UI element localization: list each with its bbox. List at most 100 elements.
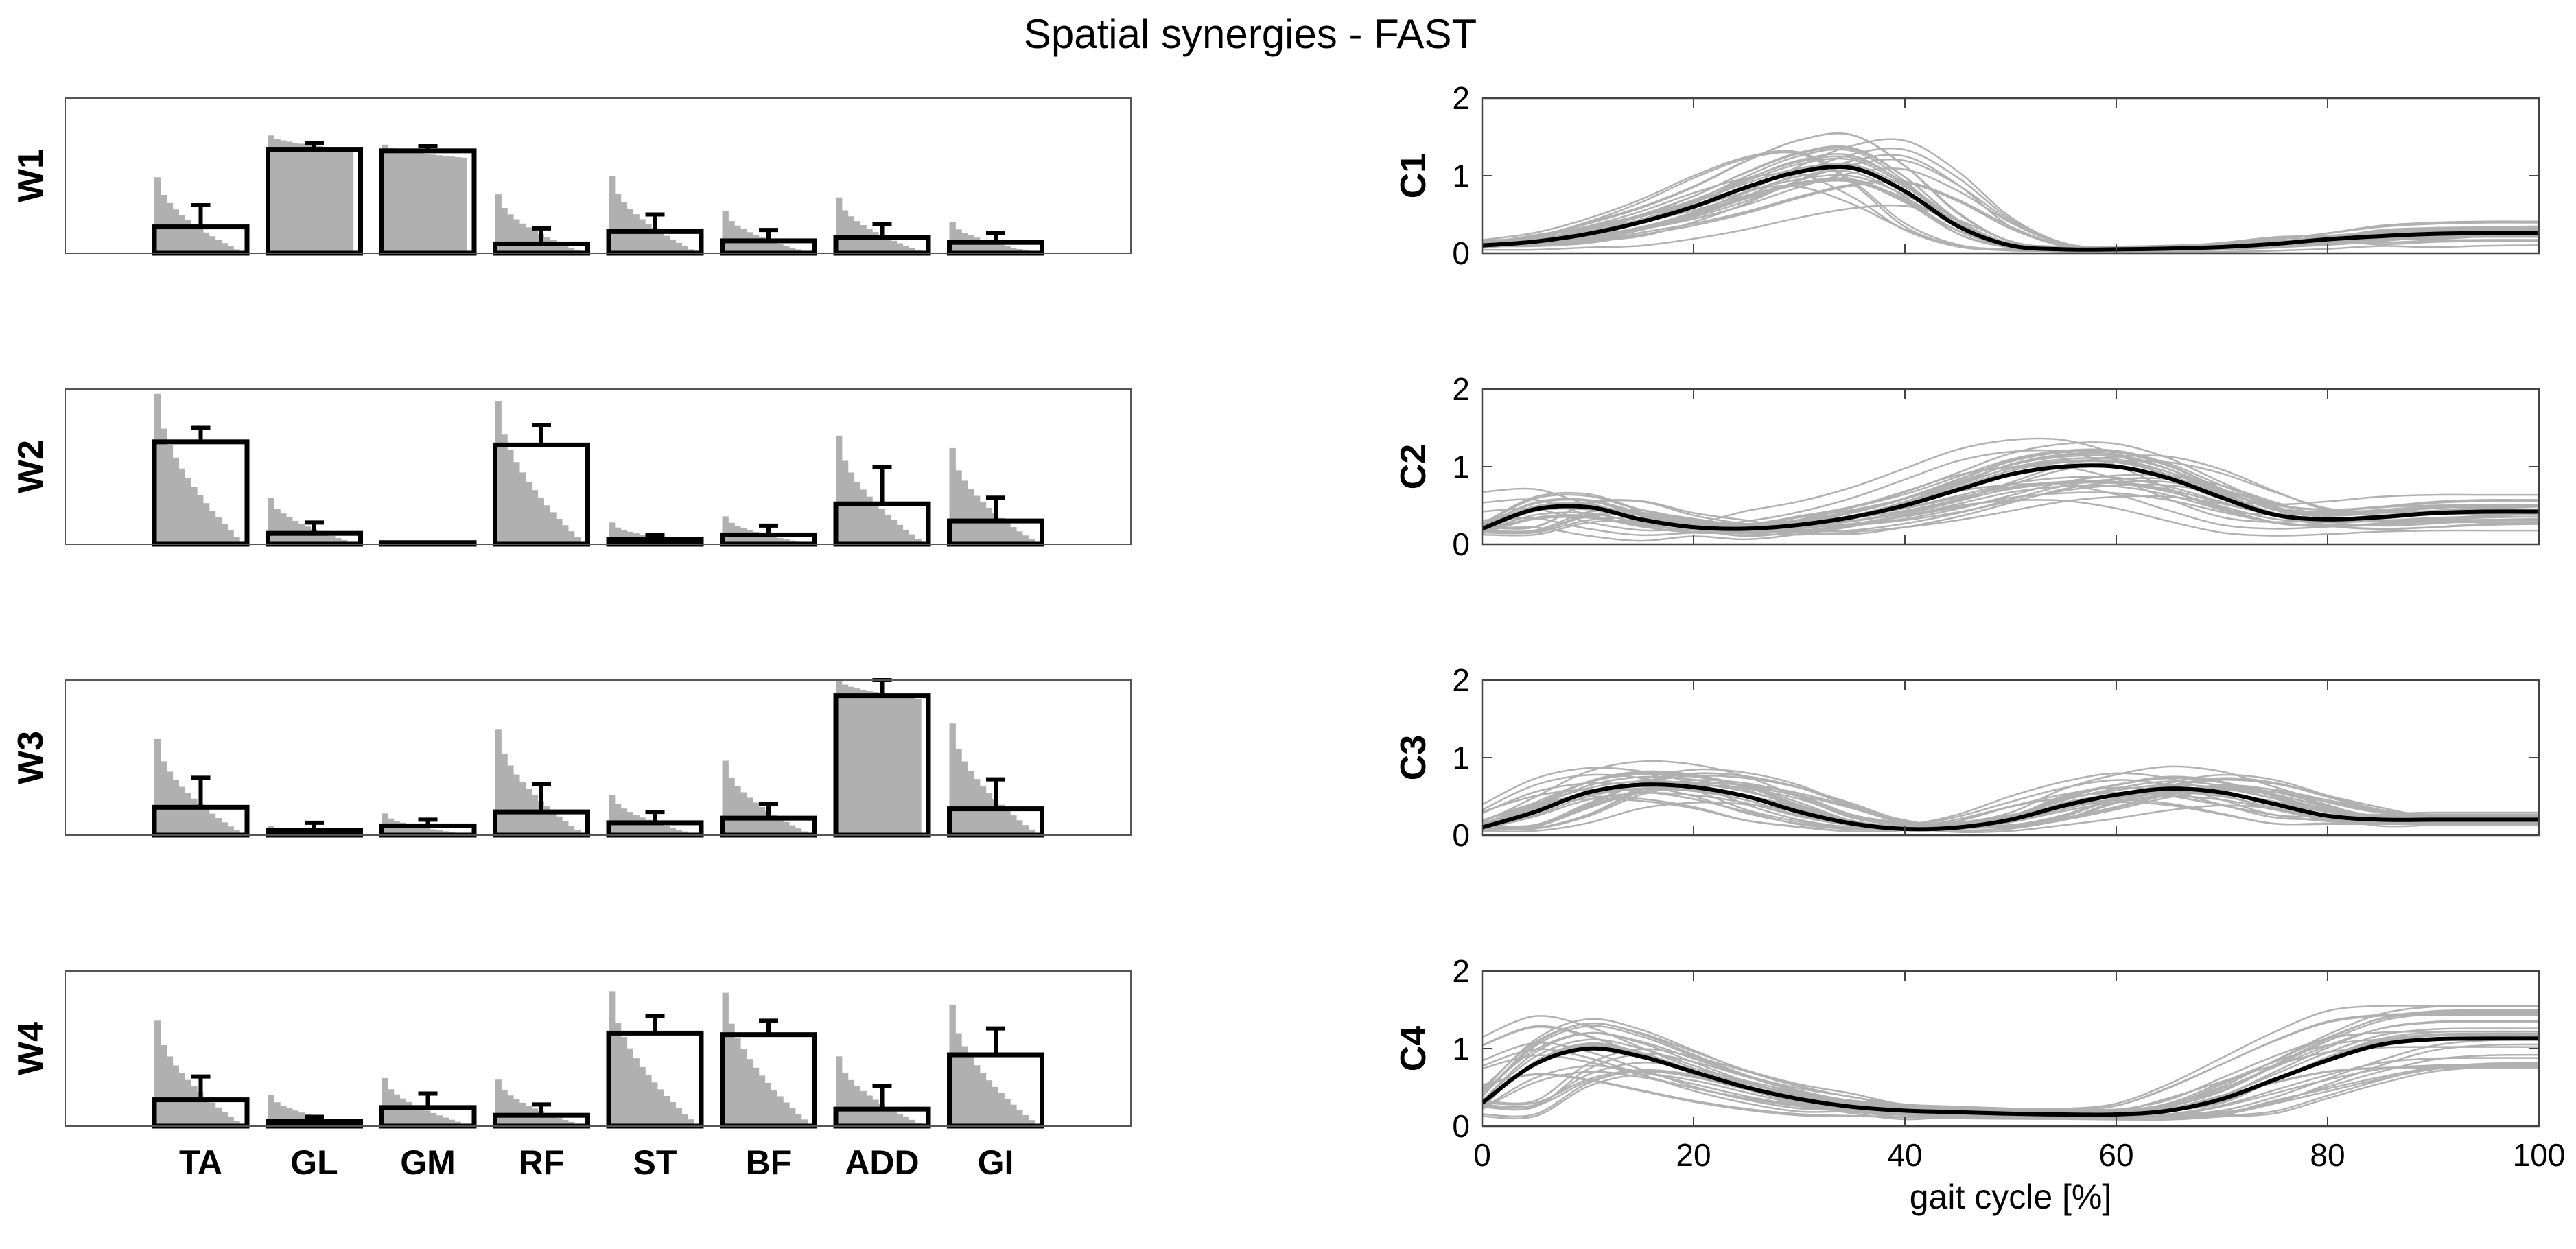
axes-box: [65, 97, 1132, 254]
subject-weight-bar: [985, 241, 993, 253]
subject-weight-bar: [968, 489, 974, 544]
subject-weight-bar: [442, 156, 449, 253]
subject-weight-bar: [574, 830, 581, 835]
y-tick-label: 1: [1452, 740, 1470, 775]
subject-weight-bar: [501, 1090, 508, 1126]
subject-weight-bar: [495, 401, 502, 544]
axes-box: [65, 388, 1132, 545]
subject-weight-bar: [949, 447, 956, 544]
weights-panel-2: W2: [11, 388, 1132, 547]
subject-weight-bar: [998, 244, 1005, 253]
subject-weight-bar: [789, 825, 796, 835]
subject-weight-bar: [562, 245, 569, 253]
subject-weight-bar: [227, 246, 234, 253]
subject-weight-bar: [841, 210, 849, 253]
mean-weight-bar-ST: [606, 537, 704, 547]
x-tick-label: 0: [1473, 1137, 1491, 1173]
weights-panel-3: W3: [11, 678, 1132, 838]
subject-weight-bar: [562, 1119, 569, 1126]
subject-weight-bar: [166, 1056, 174, 1126]
subject-weight-bar: [836, 1056, 843, 1126]
subject-weight-bar: [197, 804, 204, 835]
y-axis-label: W1: [11, 149, 51, 202]
category-label-GI: GI: [978, 1143, 1014, 1182]
subject-weight-bar: [614, 1022, 622, 1126]
subject-weight-bar: [495, 1079, 502, 1126]
subject-weight-bar: [758, 1075, 766, 1126]
subject-weight-bar: [909, 1119, 915, 1126]
subject-weight-bar: [519, 782, 526, 835]
subject-weight-bar: [722, 211, 729, 253]
subject-weight-bar: [1016, 820, 1023, 835]
subject-weight-bar: [866, 229, 873, 253]
subject-weight-bar: [627, 1048, 633, 1126]
subject-weight-bar: [783, 1102, 790, 1126]
subject-weight-bar: [406, 151, 412, 253]
subject-weight-bar: [722, 516, 729, 544]
subject-weight-bar: [675, 242, 682, 253]
mean-activation-curve: [1482, 164, 2540, 252]
subject-weight-bar: [663, 1095, 670, 1126]
subject-activation-curve: [1482, 788, 2539, 830]
mean-activation-curve: [1481, 463, 2540, 531]
category-label-ADD: ADD: [845, 1143, 919, 1182]
subject-activation-curve: [1482, 771, 2539, 828]
subject-weight-bar: [902, 1117, 909, 1126]
mean-activation-curve: [1482, 782, 2539, 832]
subject-activation-curve: [1482, 145, 2540, 250]
subject-weight-bar: [519, 223, 526, 253]
subject-weight-bar: [985, 793, 993, 835]
category-label-RF: RF: [519, 1143, 565, 1182]
y-tick-label: 0: [1452, 817, 1470, 853]
subject-weight-bar: [866, 691, 873, 835]
subject-weight-bar: [1010, 1104, 1017, 1126]
subject-weight-bar: [878, 1104, 885, 1126]
y-axis-label: W2: [11, 440, 51, 493]
subject-weight-bar: [949, 222, 956, 253]
subject-weight-bar: [178, 468, 185, 544]
subject-weight-bar: [1028, 829, 1035, 835]
subject-weight-bar: [160, 428, 167, 544]
subject-weight-bar: [1028, 539, 1035, 544]
subject-weight-bar: [412, 152, 419, 253]
subject-weight-bar: [537, 498, 544, 544]
subject-weight-bar: [513, 462, 520, 544]
subject-weight-bar: [430, 829, 437, 835]
subject-weight-bar: [752, 532, 760, 544]
y-tick-label: 2: [1452, 953, 1470, 989]
subject-weight-bar: [567, 248, 575, 253]
subject-weight-bar: [758, 533, 766, 544]
subject-weight-bar: [154, 177, 161, 253]
subject-weight-bar: [160, 761, 167, 835]
subject-weight-bar: [191, 798, 198, 835]
subject-activation-curve: [1482, 167, 2540, 249]
subject-weight-bar: [740, 1049, 747, 1126]
panels: W1 W2 W3 W4 TA GL GM RF ST BF ADD GI C1 0 1 2 C2 0 1 2 C3 0 1 2…: [11, 80, 2565, 1216]
subject-weight-bar: [316, 146, 323, 253]
subject-weight-bar: [866, 496, 873, 544]
y-axis-label: C3: [1394, 735, 1433, 780]
subject-weight-bar: [274, 1102, 281, 1126]
x-tick-label: 40: [1887, 1137, 1922, 1173]
subject-weight-bar: [777, 1096, 784, 1126]
subject-weight-bar: [286, 517, 293, 544]
subject-weight-bar: [783, 246, 790, 253]
subject-weight-bar: [292, 1110, 299, 1126]
subject-weight-bar: [172, 457, 179, 544]
subject-weight-bar: [399, 822, 406, 835]
subject-weight-bar: [501, 434, 508, 544]
subject-weight-bar: [507, 214, 514, 253]
subject-weight-bar: [777, 244, 784, 253]
subject-weight-bar: [902, 529, 909, 544]
subject-weight-bar: [501, 754, 508, 835]
subject-weight-bar: [836, 680, 843, 835]
subject-weight-bar: [909, 697, 915, 835]
y-axis-label: C1: [1394, 153, 1433, 198]
subject-weight-bar: [651, 228, 658, 253]
y-tick-label: 1: [1452, 158, 1470, 194]
subject-weight-bar: [442, 1117, 449, 1126]
subject-weight-bar: [556, 519, 563, 544]
subject-weight-bar: [172, 209, 179, 253]
subject-weight-bar: [399, 1098, 406, 1126]
subject-weight-bar: [961, 1046, 968, 1126]
